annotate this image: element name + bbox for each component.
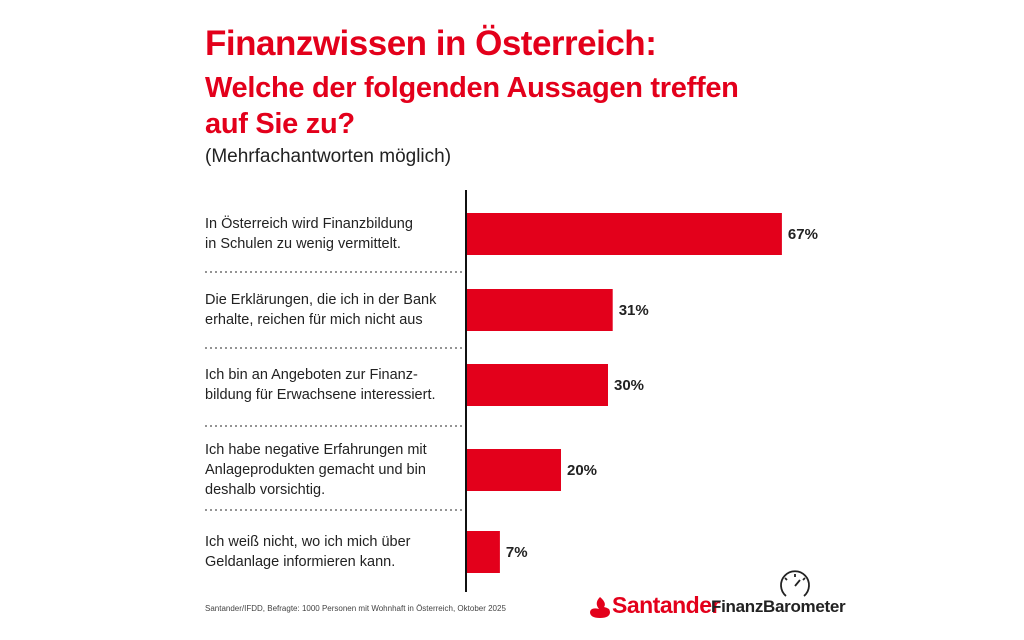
source: Santander/IFDD, Befragte: 1000 Personen … xyxy=(205,604,506,613)
category-label: Ich weiß nicht, wo ich mich über Geldanl… xyxy=(205,534,411,570)
value-label: 30% xyxy=(614,377,644,394)
bar xyxy=(467,213,782,255)
category-label: Ich bin an Angeboten zur Finanz- bildung… xyxy=(205,367,436,403)
category-label: Die Erklärungen, die ich in der Bank erh… xyxy=(205,292,437,328)
value-label: 31% xyxy=(619,302,649,319)
brand-logo xyxy=(590,597,610,618)
value-label: 67% xyxy=(788,226,818,243)
title: Finanzwissen in Österreich: xyxy=(205,24,657,63)
gauge-icon xyxy=(780,570,810,597)
note: (Mehrfachantworten möglich) xyxy=(205,146,452,167)
brand: Santander xyxy=(612,592,720,618)
category-label: In Österreich wird Finanzbildung in Schu… xyxy=(205,216,413,252)
bar xyxy=(467,531,500,573)
category-label: Ich habe negative Erfahrungen mit Anlage… xyxy=(205,442,427,498)
value-label: 7% xyxy=(506,544,528,561)
value-label: 20% xyxy=(567,462,597,479)
subtitle: Welche der folgenden Aussagen treffen au… xyxy=(205,72,739,140)
bar xyxy=(467,364,608,406)
brand-product: FinanzBarometer xyxy=(711,597,846,616)
bar xyxy=(467,289,613,331)
bar xyxy=(467,449,561,491)
